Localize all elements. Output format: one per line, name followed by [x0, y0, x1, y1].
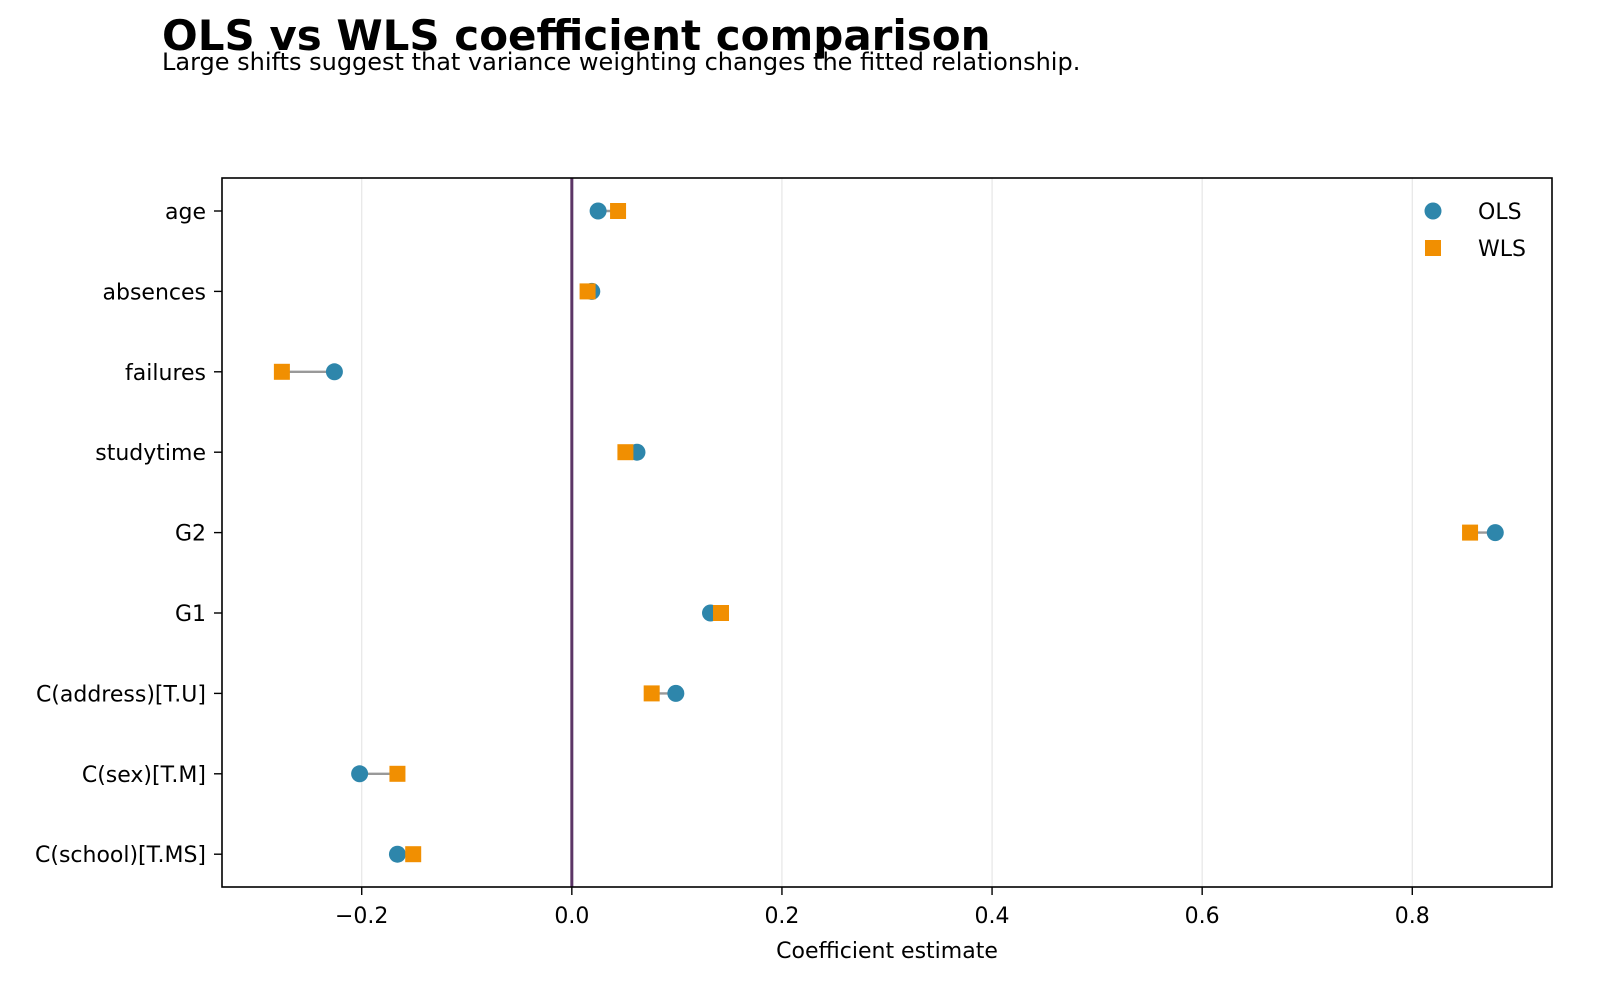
legend-wls-label: WLS [1478, 237, 1526, 262]
x-tick-label: 0.6 [1185, 904, 1220, 929]
x-tick-label: 0.8 [1395, 904, 1430, 929]
x-tick-label: 0.2 [764, 904, 799, 929]
legend-ols-marker [1424, 202, 1442, 220]
legend-wls-marker [1425, 240, 1441, 256]
ols-point [589, 202, 607, 220]
x-tick-label: −0.2 [335, 904, 388, 929]
legend-ols-label: OLS [1478, 200, 1522, 225]
ols-point [667, 684, 685, 702]
wls-point [579, 283, 596, 300]
y-tick-label: age [165, 200, 206, 225]
ols-point [325, 363, 343, 381]
data-markers [273, 202, 1504, 863]
wls-point [273, 363, 290, 380]
y-tick-label: G2 [175, 522, 206, 547]
x-tick-label: 0.0 [554, 904, 589, 929]
ols-point [351, 765, 369, 783]
plot-frame [221, 177, 1553, 888]
wls-point [405, 846, 422, 863]
connectors [281, 209, 1496, 856]
grid-lines [361, 178, 1413, 887]
y-tick-label: failures [125, 361, 206, 386]
y-axis-ticks: age absences failures studytime G2 G1 C(addres… [35, 200, 222, 868]
ols-point [1486, 524, 1504, 542]
y-tick-label: G1 [175, 602, 206, 627]
x-axis-label: Coefficient estimate [776, 939, 998, 964]
ols-point [388, 845, 406, 863]
y-tick-label: C(school)[T.MS] [35, 843, 206, 868]
wls-point [643, 685, 660, 702]
wls-point [1462, 524, 1479, 541]
wls-point [617, 444, 634, 461]
wls-point [713, 605, 730, 621]
x-axis-ticks: −0.2 0.0 0.2 0.4 0.6 0.8 [335, 887, 1430, 929]
legend: OLS WLS [1424, 200, 1526, 262]
x-tick-label: 0.4 [975, 904, 1010, 929]
y-tick-label: studytime [95, 441, 206, 466]
y-tick-label: absences [103, 280, 206, 305]
wls-point [389, 765, 406, 782]
chart-title: OLS vs WLS coefficient comparison [162, 11, 991, 60]
y-tick-label: C(sex)[T.M] [82, 763, 206, 788]
chart-subtitle: Large shifts suggest that variance weigh… [162, 48, 1081, 76]
wls-point [610, 203, 627, 219]
y-tick-label: C(address)[T.U] [36, 682, 206, 707]
